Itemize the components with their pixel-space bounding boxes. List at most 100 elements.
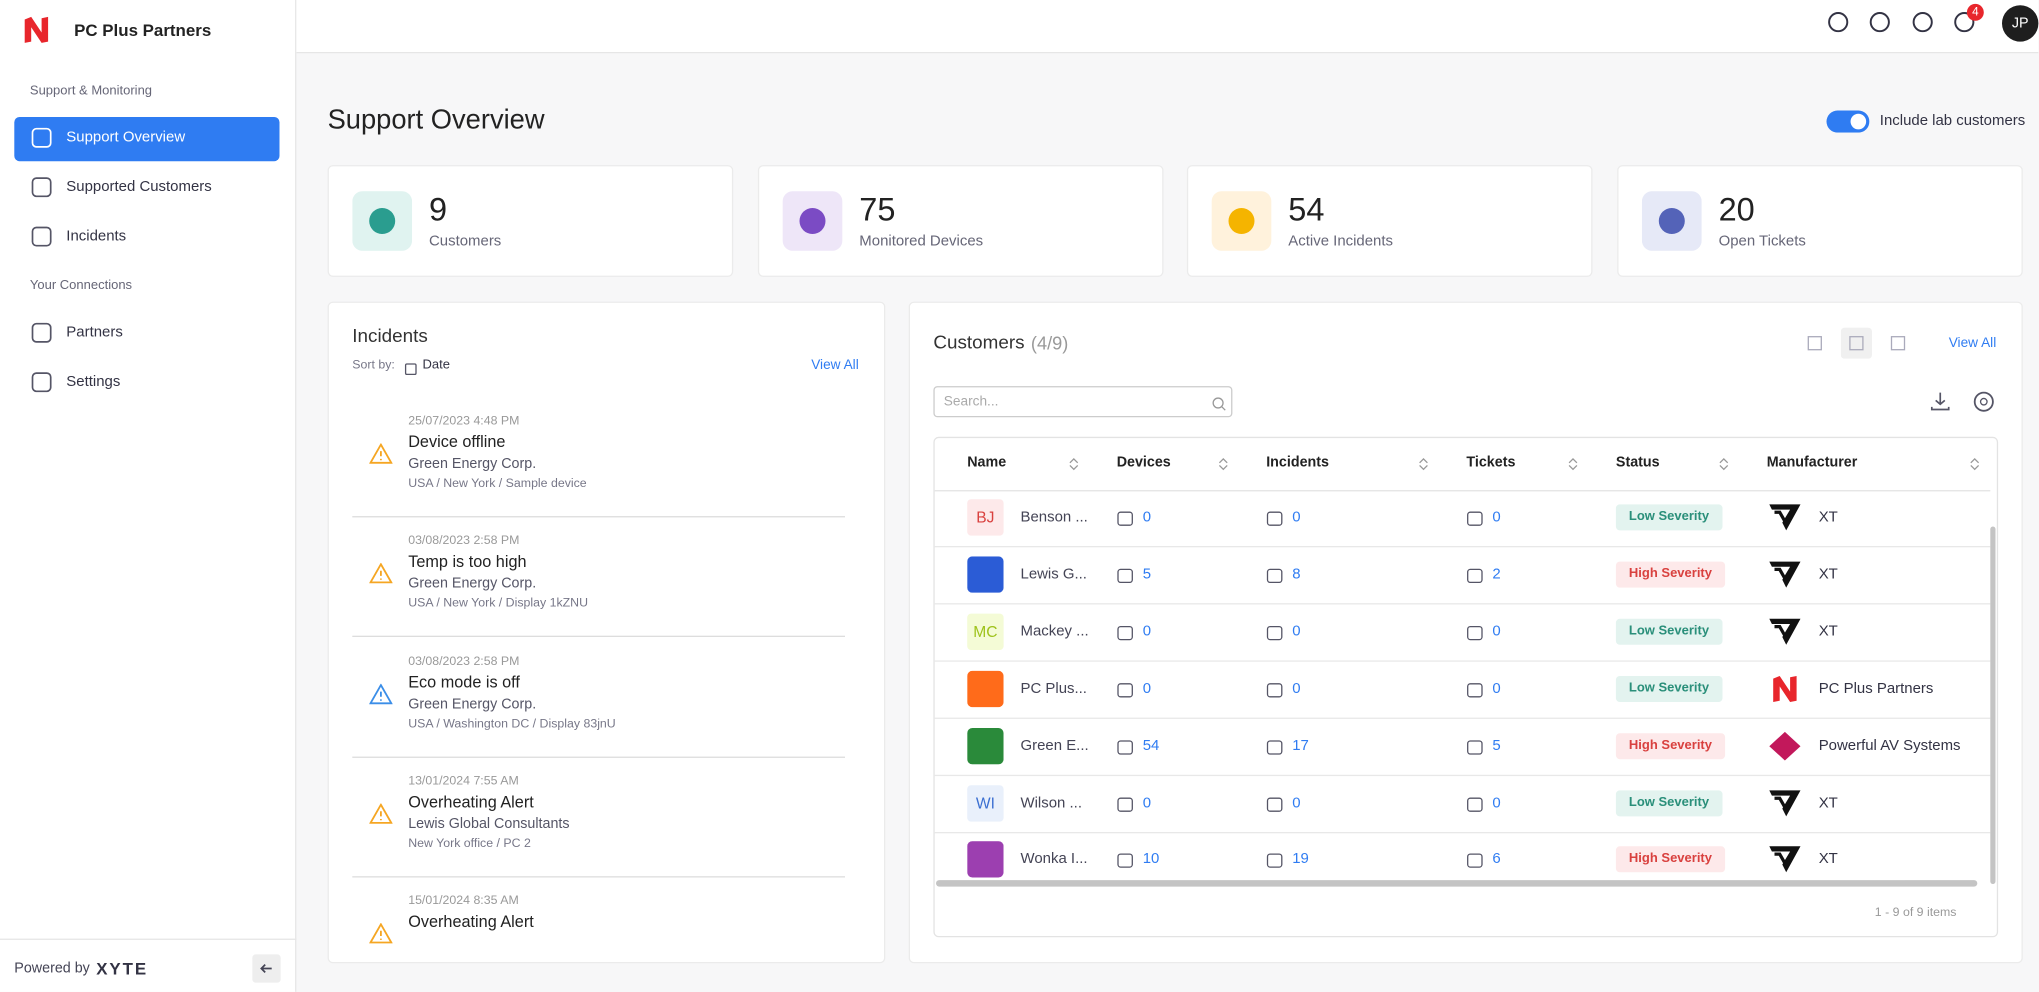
devices-count[interactable]: 10 xyxy=(1142,852,1160,868)
view-mode-button[interactable] xyxy=(1882,328,1913,359)
manufacturer-logo-svg xyxy=(1769,846,1801,873)
incidents-count[interactable]: 19 xyxy=(1292,852,1309,868)
table xyxy=(933,436,1999,938)
sidebar xyxy=(0,0,297,992)
column-header[interactable]: Manufacturer xyxy=(1766,454,1858,471)
devices-icon xyxy=(1117,795,1134,812)
avatar[interactable]: JP xyxy=(2001,5,2039,42)
column-header[interactable]: Devices xyxy=(1116,454,1171,471)
customer-logo xyxy=(967,556,1004,593)
customers-title: Customers xyxy=(933,332,1025,354)
stat-icon xyxy=(782,191,843,251)
tickets-icon xyxy=(1466,624,1483,640)
devices-icon-svg xyxy=(1117,682,1133,698)
incidents-count[interactable]: 0 xyxy=(1292,623,1301,640)
status-badge: Low Severity xyxy=(1615,789,1723,816)
tickets-count[interactable]: 0 xyxy=(1492,794,1501,811)
incident-divider xyxy=(352,516,845,518)
nav-item[interactable]: Supported Customers xyxy=(66,179,212,195)
devices-count[interactable]: 0 xyxy=(1142,680,1152,697)
stat-icon-svg xyxy=(782,191,843,251)
nav-icon-svg xyxy=(31,177,52,198)
download-button[interactable] xyxy=(1929,390,1951,412)
tickets-count[interactable]: 0 xyxy=(1492,680,1501,697)
status-badge: High Severity xyxy=(1615,846,1725,873)
view-mode-button[interactable] xyxy=(1799,328,1830,359)
incidents-count[interactable]: 17 xyxy=(1292,737,1309,754)
incident-icon xyxy=(368,682,393,704)
incidents-count[interactable]: 0 xyxy=(1292,680,1301,697)
tickets-count[interactable]: 6 xyxy=(1492,852,1501,868)
incidents-count[interactable]: 0 xyxy=(1292,509,1301,526)
collapse-button[interactable] xyxy=(252,954,281,983)
toggle[interactable] xyxy=(1826,110,1870,133)
sort-value[interactable]: Date xyxy=(422,358,450,373)
tickets-count[interactable]: 0 xyxy=(1492,509,1501,526)
sort-icon xyxy=(1418,455,1428,471)
sort-icon xyxy=(1719,455,1729,471)
manufacturer-logo xyxy=(1768,844,1802,875)
tickets-count[interactable]: 2 xyxy=(1492,566,1501,583)
sort-icon xyxy=(1218,455,1228,471)
column-header[interactable]: Name xyxy=(967,454,1007,471)
tickets-count[interactable]: 5 xyxy=(1492,737,1501,754)
search-box[interactable] xyxy=(933,386,1233,418)
customer-logo xyxy=(967,841,1004,879)
devices-count[interactable]: 0 xyxy=(1142,794,1152,811)
incident-divider xyxy=(352,636,845,638)
column-header[interactable]: Tickets xyxy=(1466,454,1516,471)
stat-label: Open Tickets xyxy=(1718,233,1806,250)
stat-label: Active Incidents xyxy=(1288,233,1394,250)
incident-icon xyxy=(368,922,393,944)
manufacturer-logo-svg xyxy=(1773,675,1797,702)
customer-name: Benson ... xyxy=(1020,509,1088,526)
devices-icon-svg xyxy=(1117,568,1133,583)
devices-count[interactable]: 0 xyxy=(1142,509,1152,526)
nav-item[interactable]: Support Overview xyxy=(66,130,186,146)
incident-date: 03/08/2023 2:58 PM xyxy=(408,534,520,549)
incident-date: 13/01/2024 7:55 AM xyxy=(408,774,519,789)
view-mode-button[interactable] xyxy=(1840,327,1872,359)
calendar-icon xyxy=(404,359,417,376)
view-all[interactable]: View All xyxy=(811,357,859,374)
incidents-count[interactable]: 0 xyxy=(1292,794,1301,811)
header-icon[interactable] xyxy=(1868,10,1891,33)
customer-initials: BJ xyxy=(967,499,1004,536)
nav-item[interactable]: Partners xyxy=(66,325,123,341)
incidents-icon-svg xyxy=(1266,568,1283,583)
tickets-icon-svg xyxy=(1467,853,1483,869)
incident-icon xyxy=(368,562,393,584)
devices-count[interactable]: 54 xyxy=(1142,737,1160,754)
nav-item[interactable]: Settings xyxy=(66,374,121,390)
customers-view-all[interactable]: View All xyxy=(1948,335,1997,351)
incidents-icon-svg xyxy=(1266,796,1283,812)
search-placeholder: Search... xyxy=(943,393,999,410)
row-divider xyxy=(934,660,1991,662)
manufacturer-logo xyxy=(1768,502,1802,533)
nav-icon-svg xyxy=(31,127,52,148)
devices-count[interactable]: 0 xyxy=(1142,623,1152,640)
header-icon[interactable] xyxy=(1911,10,1934,33)
stat-icon xyxy=(1211,191,1272,251)
nav-icon xyxy=(30,321,53,344)
manufacturer-logo xyxy=(1768,559,1802,590)
incident-icon-svg xyxy=(368,562,393,584)
header-icon[interactable] xyxy=(1953,10,1976,33)
column-header[interactable]: Status xyxy=(1615,454,1660,471)
incidents-count[interactable]: 8 xyxy=(1292,566,1301,583)
devices-count[interactable]: 5 xyxy=(1142,566,1152,583)
nav-item[interactable]: Incidents xyxy=(66,228,127,245)
sort-icon-svg xyxy=(1419,457,1428,471)
incident-customer: Green Energy Corp. xyxy=(408,456,537,472)
settings-button[interactable] xyxy=(1972,390,1995,413)
nav-icon-svg xyxy=(31,322,52,343)
column-header[interactable]: Incidents xyxy=(1266,454,1329,471)
top-bar xyxy=(296,0,2039,54)
incident-title: Eco mode is off xyxy=(408,672,520,692)
header-icon[interactable] xyxy=(1826,10,1849,33)
devices-icon xyxy=(1117,567,1134,583)
nav-active-bg[interactable] xyxy=(14,116,280,162)
manufacturer-name: Powerful AV Systems xyxy=(1818,737,1961,754)
tickets-count[interactable]: 0 xyxy=(1492,623,1501,640)
